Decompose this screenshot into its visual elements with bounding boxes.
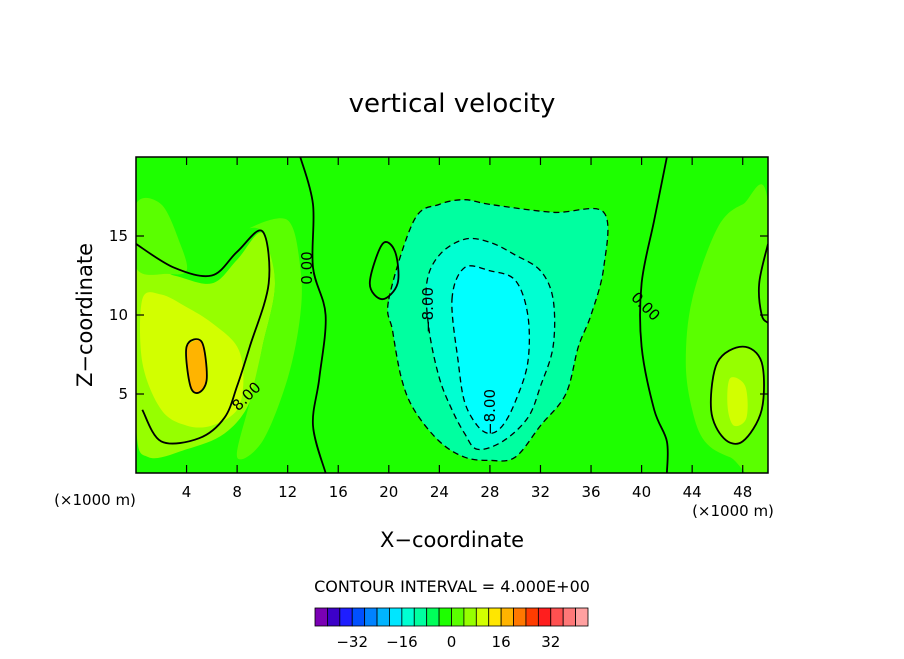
contour-interval-label: CONTOUR INTERVAL = 4.000E+00: [314, 577, 590, 596]
colorbar-swatch: [339, 607, 353, 627]
x-tick-label: 40: [632, 483, 651, 501]
region-left-w16: [185, 339, 207, 393]
colorbar-swatch: [376, 607, 390, 627]
region-right-w12: [727, 377, 748, 427]
y-axis-label: Z−coordinate: [73, 243, 97, 387]
x-axis: 4 8 12 16 20 24 28 32 36 40 44 48: [182, 157, 752, 501]
contour-w8-left: [136, 229, 271, 445]
contour-zero-right: [639, 157, 669, 473]
x-tick-label: 24: [430, 483, 449, 501]
chart-title: vertical velocity: [349, 89, 556, 119]
colorbar-swatch: [562, 607, 576, 627]
x-axis-unit-left: (×1000 m): [54, 491, 136, 509]
contour-n4: [386, 199, 609, 462]
contour-w16-left: [185, 338, 208, 394]
colorbar-swatch: [314, 607, 328, 627]
x-axis-unit-right: (×1000 m): [692, 502, 774, 520]
colorbar-swatch: [389, 607, 403, 627]
colorbar-swatch: [426, 607, 440, 627]
colorbar-swatch: [327, 607, 341, 627]
colorbar-swatch: [550, 607, 564, 627]
colorbar-tick-label: 16: [492, 633, 511, 651]
x-tick-label: 32: [531, 483, 550, 501]
filled-regions: [136, 184, 768, 473]
colorbar-swatch: [575, 607, 589, 627]
y-tick-label: 5: [118, 385, 128, 403]
region-topleft-w4: [136, 197, 188, 275]
x-tick-label: 44: [683, 483, 702, 501]
colorbar-swatch: [513, 607, 527, 627]
x-tick-label: 48: [733, 483, 752, 501]
region-midleft-w4: [236, 218, 302, 460]
colorbar-tick-label: −32: [336, 633, 368, 651]
colorbar-swatch: [500, 607, 514, 627]
colorbar: [314, 607, 589, 627]
x-tick-label: 8: [232, 483, 242, 501]
colorbar-swatch: [488, 607, 502, 627]
colorbar-swatch: [364, 607, 378, 627]
colorbar-swatch: [463, 607, 477, 627]
colorbar-swatch: [451, 607, 465, 627]
colorbar-tick-label: 32: [541, 633, 560, 651]
region-center-n12: [451, 265, 530, 434]
colorbar-tick-label: −16: [386, 633, 418, 651]
y-axis: 5 10 15: [109, 227, 768, 403]
contour-w8-right-edge: [758, 243, 768, 324]
contour-w8-right: [709, 345, 765, 445]
contour-label: 0.00: [298, 251, 316, 284]
x-tick-label: 20: [379, 483, 398, 501]
x-tick-label: 12: [278, 483, 297, 501]
x-tick-label: 16: [329, 483, 348, 501]
x-tick-label: 28: [480, 483, 499, 501]
contour-label: −8.00: [481, 389, 499, 435]
contour-label: −8.00: [419, 287, 437, 333]
colorbar-swatch: [413, 607, 428, 627]
colorbar-swatch: [537, 607, 552, 627]
colorbar-swatch: [351, 607, 366, 627]
contour-zero-blob: [368, 241, 400, 301]
x-axis-label: X−coordinate: [380, 528, 524, 552]
colorbar-swatch: [525, 607, 539, 627]
contour-zero-left: [299, 157, 327, 473]
colorbar-swatch: [401, 607, 415, 627]
colorbar-swatch: [475, 607, 490, 627]
colorbar-swatch: [438, 607, 452, 627]
y-tick-label: 15: [109, 227, 128, 245]
contour-lines: [136, 157, 768, 473]
x-tick-label: 36: [581, 483, 600, 501]
colorbar-tick-label: 0: [447, 633, 457, 651]
x-tick-label: 4: [182, 483, 192, 501]
y-tick-label: 10: [109, 306, 128, 324]
colorbar-ticks: −32 −16 0 16 32: [336, 633, 560, 651]
contour-n12: [451, 265, 531, 435]
